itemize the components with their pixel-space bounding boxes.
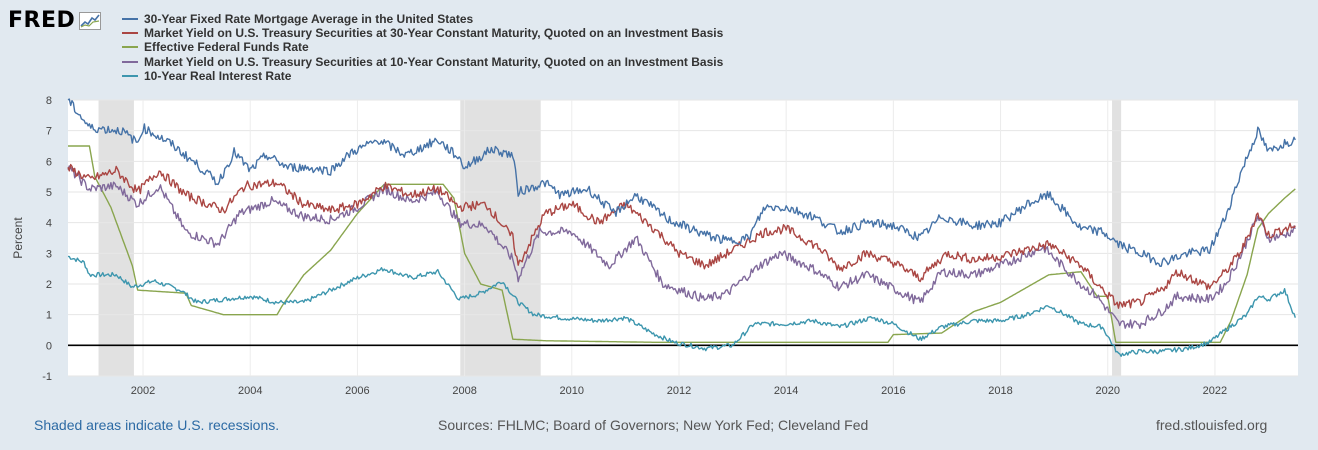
series-line: [67, 163, 1296, 309]
y-tick-label: 0: [46, 340, 52, 352]
legend-swatch: [122, 18, 138, 21]
y-tick-label: -1: [42, 371, 52, 383]
fred-logo[interactable]: FRED: [8, 8, 102, 33]
series-line: [67, 98, 1296, 267]
legend-swatch: [122, 74, 138, 77]
legend-item[interactable]: Effective Federal Funds Rate: [122, 40, 723, 54]
x-tick-label: 2016: [881, 385, 905, 397]
x-tick-label: 2006: [345, 385, 369, 397]
legend-item[interactable]: Market Yield on U.S. Treasury Securities…: [122, 55, 723, 69]
legend-label: Market Yield on U.S. Treasury Securities…: [144, 54, 724, 69]
x-tick-label: 2008: [452, 385, 476, 397]
chart-legend: 30-Year Fixed Rate Mortgage Average in t…: [122, 12, 723, 83]
recession-band: [1112, 100, 1122, 376]
x-tick-label: 2010: [560, 385, 584, 397]
y-tick-label: 8: [46, 95, 52, 107]
x-tick-label: 2002: [131, 385, 155, 397]
legend-swatch: [122, 46, 138, 49]
legend-item[interactable]: 10-Year Real Interest Rate: [122, 69, 723, 83]
x-tick-label: 2004: [238, 385, 262, 397]
recession-band: [460, 100, 541, 376]
x-tick-label: 2012: [667, 385, 691, 397]
series-line: [67, 255, 1296, 357]
y-tick-label: 3: [46, 248, 52, 260]
y-tick-label: 4: [46, 218, 52, 230]
site-url-link[interactable]: fred.stlouisfed.org: [1156, 417, 1268, 433]
series-line: [67, 165, 1296, 330]
y-tick-label: 5: [46, 187, 52, 199]
x-tick-label: 2020: [1095, 385, 1119, 397]
y-tick-label: 2: [46, 279, 52, 291]
legend-item[interactable]: Market Yield on U.S. Treasury Securities…: [122, 26, 723, 40]
y-axis-label: Percent: [11, 217, 25, 259]
y-tick-label: 7: [46, 126, 52, 138]
x-tick-label: 2022: [1203, 385, 1227, 397]
legend-swatch: [122, 60, 138, 63]
legend-item[interactable]: 30-Year Fixed Rate Mortgage Average in t…: [122, 12, 723, 26]
chart-plot: -1 0 1 2 3 4 5 6 7 8 2002 2004 2006 2008 2010 2012 2014 2…: [11, 95, 1298, 397]
plot-area: [68, 100, 1298, 376]
recession-band: [98, 100, 134, 376]
legend-label: 10-Year Real Interest Rate: [144, 68, 292, 83]
legend-label: Effective Federal Funds Rate: [144, 40, 309, 55]
sources-text: Sources: FHLMC; Board of Governors; New …: [438, 417, 869, 433]
legend-label: Market Yield on U.S. Treasury Securities…: [144, 26, 724, 41]
y-tick-label: 6: [46, 156, 52, 168]
y-tick-label: 1: [46, 310, 52, 322]
fred-logo-text: FRED: [8, 8, 76, 33]
x-tick-label: 2018: [988, 385, 1012, 397]
fred-graph-icon: [79, 11, 102, 30]
legend-label: 30-Year Fixed Rate Mortgage Average in t…: [144, 12, 474, 27]
recession-note-link[interactable]: Shaded areas indicate U.S. recessions.: [34, 417, 280, 433]
legend-swatch: [122, 32, 138, 35]
x-tick-label: 2014: [774, 385, 798, 397]
